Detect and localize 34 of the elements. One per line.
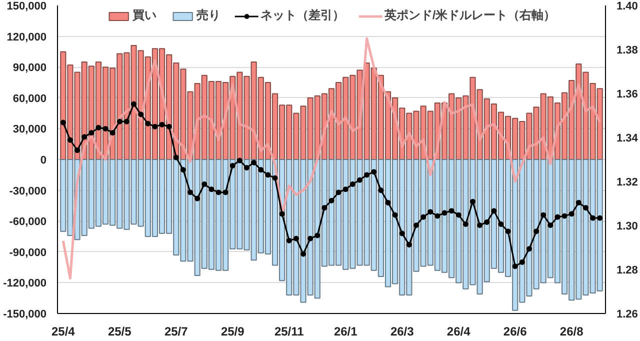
x-tick-label: 26/8 xyxy=(560,324,584,338)
y-tick-label: 90,000 xyxy=(12,62,47,74)
y-tick-label: -120,000 xyxy=(3,278,47,290)
x-tick-label: 25/4 xyxy=(51,324,76,338)
legend-label: 買い xyxy=(132,7,156,24)
y2-tick-label: 1.32 xyxy=(616,176,638,188)
y-tick-label: -90,000 xyxy=(9,246,47,259)
y2-tick-label: 1.36 xyxy=(616,88,638,100)
y-tick-label: 150,000 xyxy=(6,0,47,12)
y2-tick-label: 1.26 xyxy=(616,308,638,320)
x-tick-label: 25/11 xyxy=(274,324,304,338)
y-tick-label: -150,000 xyxy=(3,308,47,320)
x-tick-label: 26/4 xyxy=(446,324,471,338)
y-tick-label: 60,000 xyxy=(12,92,47,105)
legend-label: ネット（差引） xyxy=(260,7,344,24)
x-tick-label: 25/9 xyxy=(220,324,245,338)
y2-tick-label: 1.34 xyxy=(616,132,639,144)
y2-tick-label: 1.38 xyxy=(616,44,638,56)
y-tick-label: -30,000 xyxy=(9,185,47,198)
y-tick-label: 0 xyxy=(40,154,47,166)
legend-label: 売り xyxy=(196,7,220,24)
legend-label: 英ポンド/米ドルレート（右軸） xyxy=(384,7,556,24)
x-tick-label: 25/7 xyxy=(164,324,188,338)
y-tick-label: 120,000 xyxy=(6,31,47,44)
x-tick-label: 26/6 xyxy=(503,324,528,338)
x-tick-label: 26/1 xyxy=(334,324,358,338)
x-tick-label: 26/3 xyxy=(390,324,414,338)
y2-tick-label: 1.28 xyxy=(616,264,638,276)
y-tick-label: -60,000 xyxy=(9,216,47,228)
x-tick-label: 25/5 xyxy=(108,324,132,338)
y2-tick-label: 1.40 xyxy=(616,0,638,12)
y-tick-label: 30,000 xyxy=(12,124,47,136)
line-series xyxy=(62,37,602,280)
y2-tick-label: 1.30 xyxy=(616,220,638,232)
